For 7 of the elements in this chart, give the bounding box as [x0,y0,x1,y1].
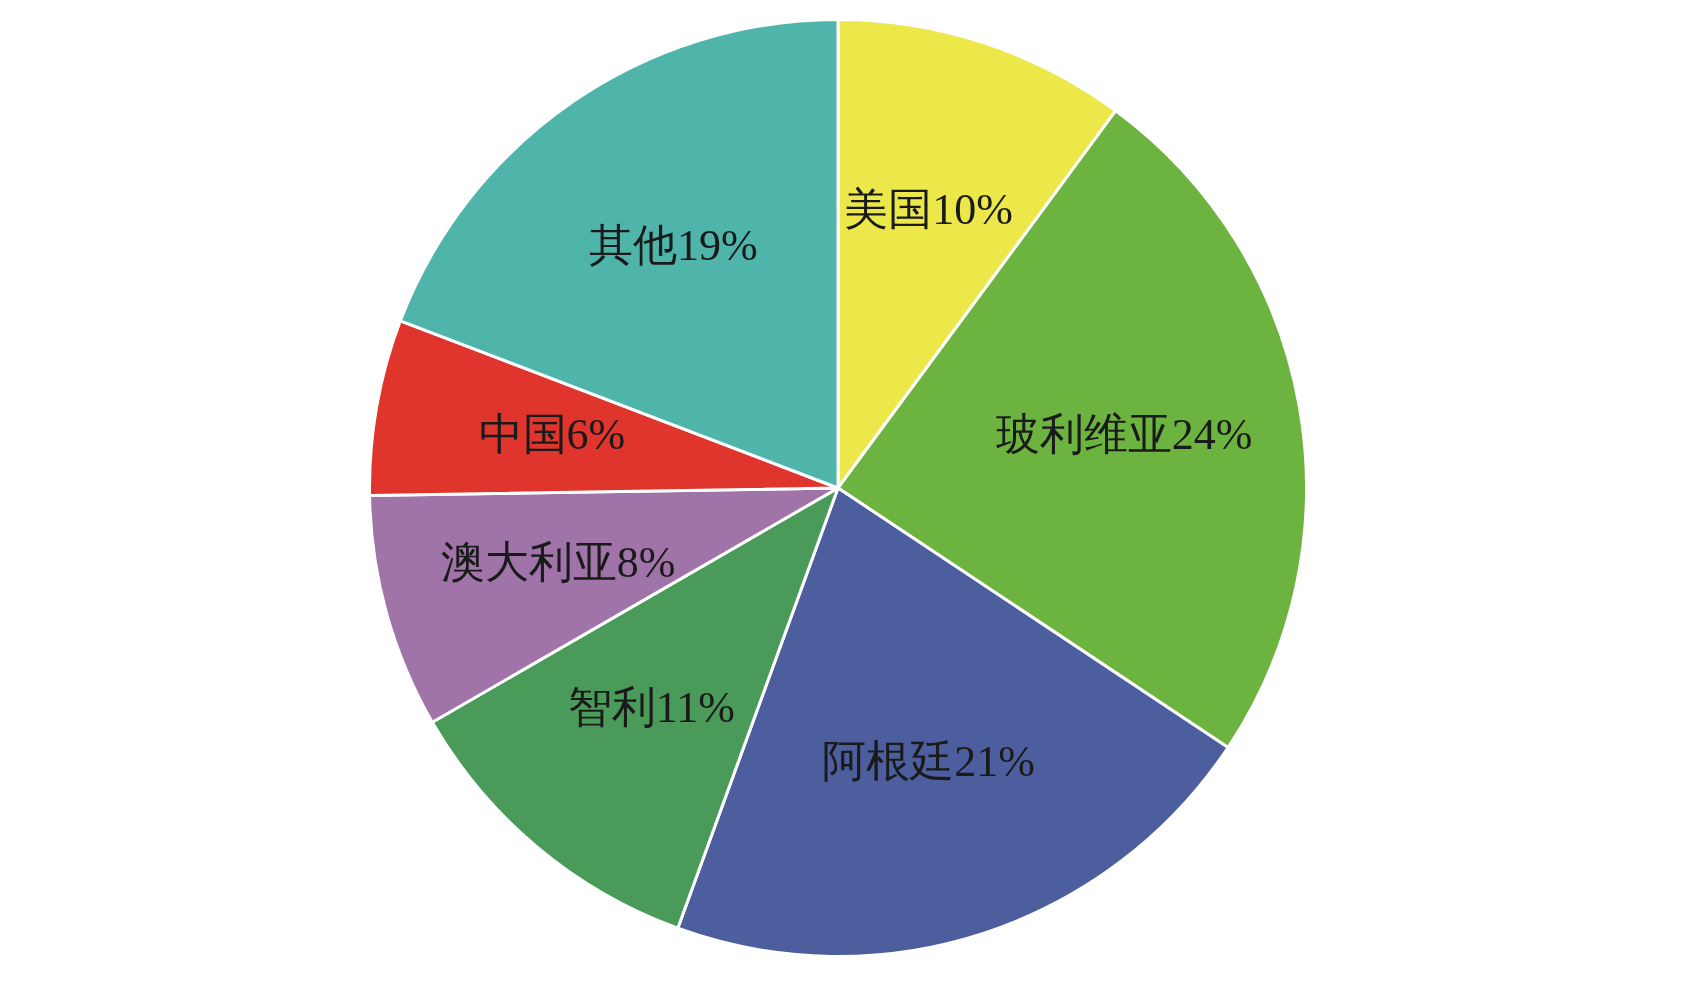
slice-label: 美国10% [844,184,1013,234]
slice-label: 澳大利亚8% [440,537,676,587]
slice-label: 玻利维亚24% [995,410,1253,460]
slice-label: 其他19% [588,221,758,271]
slice-label: 智利11% [567,683,735,733]
slice-label: 阿根廷21% [822,736,1035,786]
slice-label: 中国6% [478,410,626,460]
